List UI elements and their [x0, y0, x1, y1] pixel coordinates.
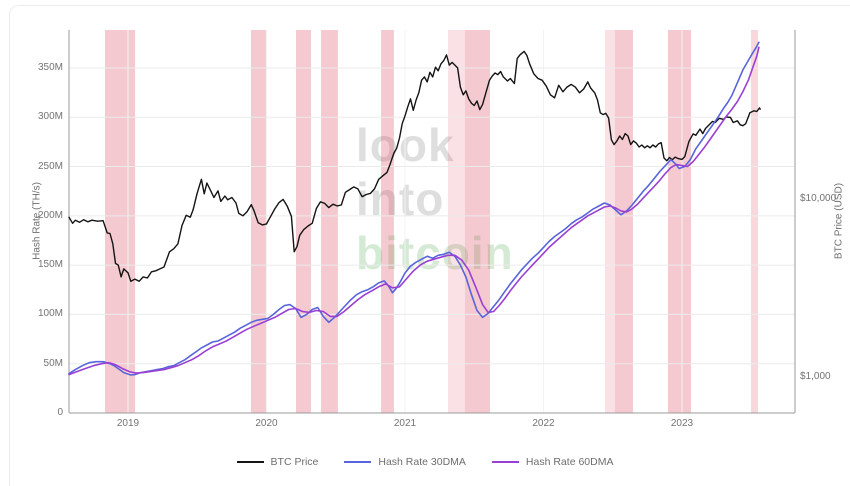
capitulation-band: [604, 30, 615, 413]
capitulation-band: [667, 30, 691, 413]
capitulation-band: [447, 30, 465, 413]
legend-label-btc-price: BTC Price: [270, 456, 319, 468]
legend-item-hash-rate-30dma[interactable]: Hash Rate 30DMA: [344, 456, 466, 468]
series-line-hash-rate-60dma: [68, 46, 760, 376]
right-tick-label: $10,000: [800, 193, 837, 204]
capitulation-band: [295, 30, 311, 413]
x-tick-label: 2023: [670, 418, 694, 429]
left-tick-label: 0: [57, 407, 63, 418]
x-tick-label: 2022: [532, 418, 555, 429]
series-line-hash-rate-30dma: [68, 41, 760, 376]
legend-label-hash-rate-60dma: Hash Rate 60DMA: [525, 456, 614, 468]
left-axis-title: Hash Rate (TH/s): [31, 182, 43, 260]
left-tick-label: 300M: [37, 111, 63, 123]
x-tick-label: 2020: [255, 418, 278, 429]
left-tick-label: 150M: [37, 259, 63, 271]
x-tick-label: 2019: [116, 418, 140, 429]
capitulation-band: [321, 30, 338, 413]
capitulation-band: [614, 30, 633, 413]
legend-item-btc-price[interactable]: BTC Price: [236, 456, 319, 468]
series-line-btc-price: [68, 50, 761, 282]
legend-item-hash-rate-60dma[interactable]: Hash Rate 60DMA: [491, 456, 614, 468]
left-tick-label: 350M: [37, 61, 63, 73]
hash-rate-60dma-line-swatch: [491, 461, 519, 463]
legend: BTC Price Hash Rate 30DMA Hash Rate 60DM…: [0, 456, 850, 468]
left-tick-label: 100M: [37, 308, 63, 320]
capitulation-band: [105, 30, 136, 413]
hash-rate-30dma-line-swatch: [344, 461, 372, 463]
right-tick-label: $1,000: [800, 371, 831, 383]
left-tick-label: 200M: [37, 209, 63, 221]
left-tick-label: 250M: [37, 160, 63, 172]
capitulation-band: [750, 30, 759, 413]
legend-label-hash-rate-30dma: Hash Rate 30DMA: [378, 456, 466, 468]
capitulation-band: [381, 30, 394, 413]
capitulation-band: [464, 30, 491, 413]
x-tick-label: 2021: [393, 418, 417, 429]
left-tick-label: 50M: [43, 357, 63, 369]
btc-price-line-swatch: [236, 461, 264, 463]
